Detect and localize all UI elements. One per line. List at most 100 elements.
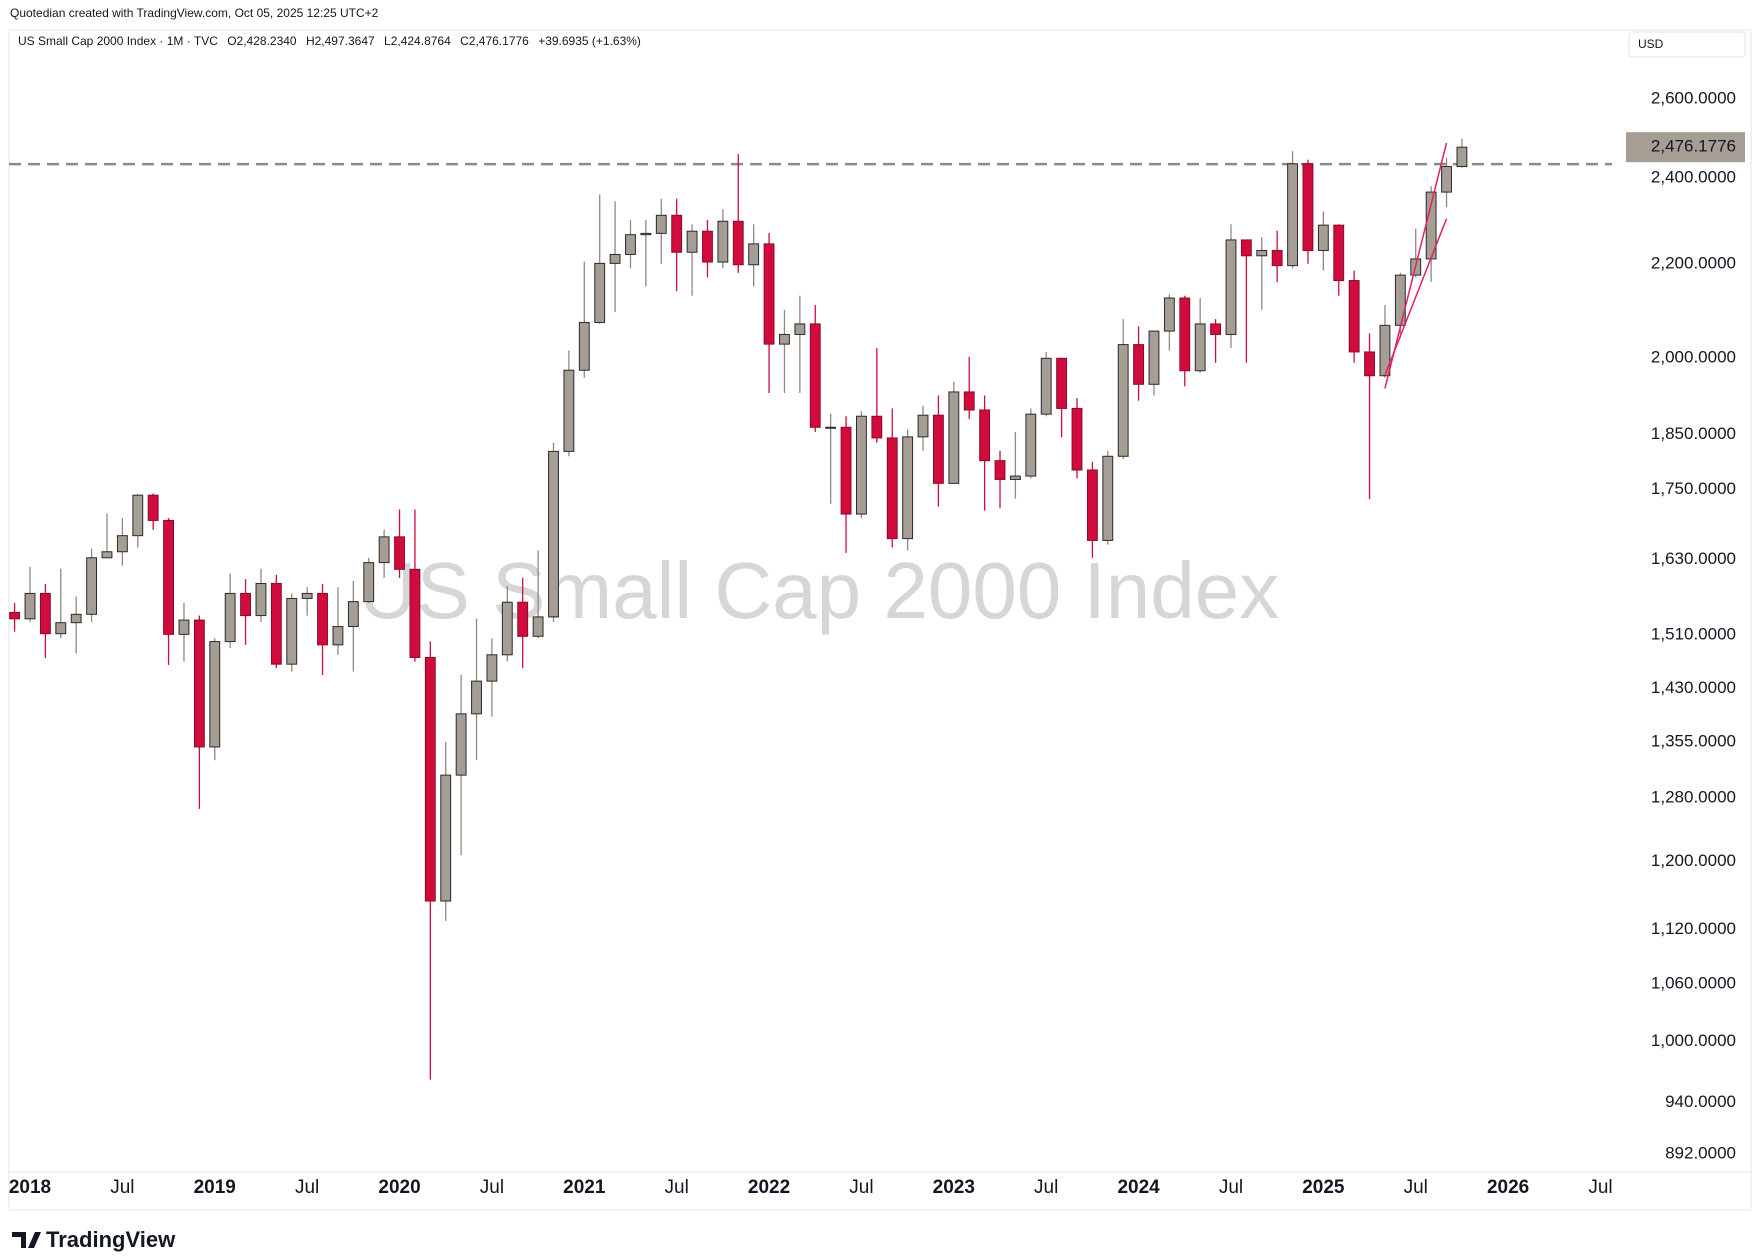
candle [763, 232, 775, 393]
candle [655, 198, 667, 264]
candle-body [178, 619, 190, 635]
candle-body [409, 568, 421, 658]
y-tick-label: 1,750.0000 [1651, 479, 1736, 498]
x-tick-label: Jul [480, 1177, 504, 1198]
x-tick-label: 2019 [194, 1177, 236, 1198]
last-price-box [1626, 132, 1745, 163]
candle [609, 201, 621, 313]
candle [1256, 237, 1268, 310]
candle [116, 518, 128, 566]
x-tick-label: 2025 [1302, 1177, 1345, 1198]
candle-body [378, 536, 390, 564]
candle-body [1071, 407, 1083, 471]
x-tick-label: Jul [849, 1177, 873, 1198]
candle-body [702, 230, 713, 263]
legend: US Small Cap 2000 Index · 1M · TVC O2,42… [18, 34, 641, 48]
legend-open: O2,428.2340 [227, 34, 297, 48]
y-tick-label: 1,000.0000 [1651, 1031, 1736, 1050]
candle-body [1271, 249, 1283, 267]
y-tick-label: 1,120.0000 [1651, 919, 1736, 938]
watermark: US Small Cap 2000 Index [359, 546, 1280, 635]
candle [1225, 224, 1237, 349]
y-tick-label: 1,060.0000 [1651, 973, 1736, 992]
legend-close: C2,476.1776 [460, 34, 529, 48]
legend-low: L2,424.8764 [384, 34, 451, 48]
x-tick-label: Jul [1404, 1177, 1428, 1198]
candle-body [902, 436, 914, 540]
candle [1456, 138, 1468, 168]
candle-body [116, 535, 128, 553]
x-tick-label: Jul [1219, 1177, 1243, 1198]
candle [147, 493, 159, 530]
candle-body [917, 414, 929, 438]
candle [532, 550, 544, 639]
candle [932, 395, 944, 507]
candle [317, 584, 328, 675]
candle-body [1025, 413, 1037, 477]
candle-body [286, 597, 298, 665]
candle [1102, 450, 1114, 545]
candle-body [594, 262, 606, 323]
candle-body [1117, 344, 1129, 457]
candle [1379, 305, 1391, 378]
candle [193, 615, 205, 809]
candle [1071, 398, 1083, 479]
x-tick-label: 2023 [933, 1177, 975, 1198]
candle [301, 587, 313, 616]
candle-body [1133, 344, 1145, 385]
candle-body [809, 323, 821, 428]
currency-box[interactable] [1628, 31, 1746, 58]
candle-body [1163, 297, 1175, 332]
candle [240, 579, 251, 645]
y-tick-label: 892.0000 [1665, 1144, 1736, 1163]
candle [548, 442, 559, 623]
candle [363, 557, 375, 603]
y-tick-label: 940.0000 [1665, 1092, 1736, 1111]
candle-body [748, 243, 760, 266]
candle [886, 408, 898, 548]
legend-high: H2,497.3647 [306, 34, 375, 48]
candle-body [209, 641, 221, 748]
candle [517, 577, 529, 669]
candle [840, 416, 852, 553]
candle [1271, 230, 1283, 282]
candle-body [517, 601, 529, 637]
currency[interactable]: USD [1638, 37, 1664, 51]
candle [1117, 319, 1129, 460]
candle-body [270, 582, 282, 665]
x-tick-label: Jul [110, 1177, 134, 1198]
candle [948, 381, 960, 484]
candle [1056, 357, 1068, 438]
candle [178, 602, 190, 662]
candle-body [609, 253, 621, 264]
candle [979, 395, 991, 511]
candle-body [563, 369, 575, 452]
trend-line [1384, 218, 1448, 376]
candle-body [640, 232, 652, 236]
x-tick-label: Jul [665, 1177, 689, 1198]
candle [24, 566, 36, 623]
candle [224, 573, 236, 649]
candle [1148, 330, 1160, 396]
candle [55, 568, 67, 639]
candle [286, 593, 298, 672]
candle [1086, 461, 1098, 558]
candle-body [994, 460, 1006, 480]
candle [917, 405, 929, 451]
candle-body [886, 437, 898, 540]
candle [501, 585, 513, 662]
candle [702, 219, 713, 278]
candle [209, 638, 221, 761]
candle [732, 154, 744, 273]
candle-body [963, 391, 975, 411]
candle-body [1364, 351, 1375, 377]
x-tick-label: Jul [1588, 1177, 1612, 1198]
candle-body [394, 536, 405, 570]
candle-body [224, 592, 236, 643]
y-tick-label: 1,355.0000 [1651, 731, 1736, 750]
candle [594, 194, 606, 324]
candle [1240, 239, 1252, 363]
y-tick-label: 1,280.0000 [1651, 787, 1736, 806]
y-tick-label: 1,510.0000 [1651, 624, 1736, 643]
candle [101, 513, 113, 559]
